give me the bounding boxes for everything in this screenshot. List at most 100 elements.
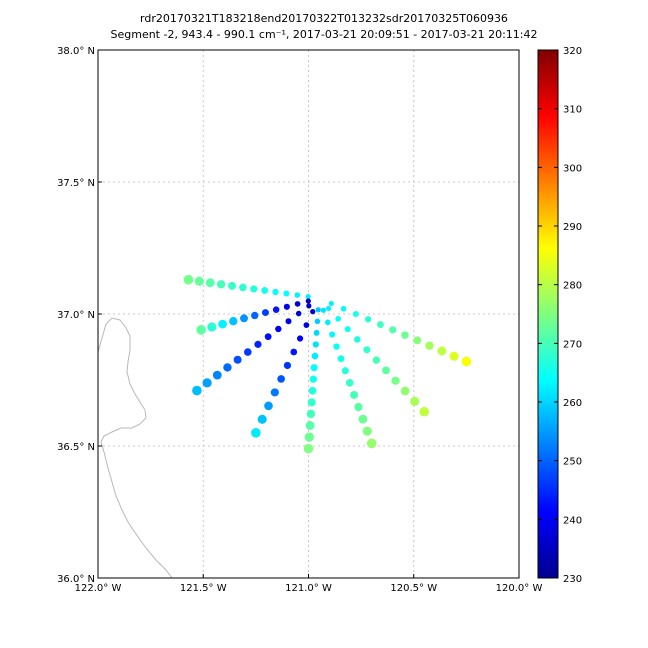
x-tick-label: 120.5° W [390,583,437,594]
chart-subtitle: Segment -2, 943.4 - 990.1 cm⁻¹, 2017-03-… [110,28,538,41]
x-tick-label: 121.0° W [285,583,332,594]
x-tick-label: 121.5° W [180,583,227,594]
colorbar-tick-label: 250 [563,457,582,468]
scatter-point [240,314,248,323]
y-tick-label: 37.5° N [57,178,95,189]
scatter-point [314,318,321,325]
scatter-point [250,285,258,293]
colorbar-tick-label: 280 [563,281,582,292]
scatter-point [340,305,347,312]
scatter-point [310,308,316,315]
scatter-point [270,388,279,397]
axis-ticks: 122.0° W 121.5° W 121.0° W 120.5° W 120.0° W… [57,46,542,594]
y-tick-label: 37.0° N [57,310,95,321]
scatter-point [283,361,292,370]
scatter-point [337,355,345,363]
scatter-point [419,406,430,417]
scatter-point [194,276,204,286]
colorbar-tick-label: 310 [563,105,582,116]
scatter-point [350,390,359,399]
scatter-point [212,370,222,380]
scatter-point [257,414,267,424]
scatter-point [310,364,318,372]
scatter-point [315,307,321,313]
scatter-point [335,315,341,322]
coastline-path [98,317,173,578]
scatter-point [333,343,340,350]
scatter-point [354,402,363,412]
scatter-point [290,348,298,356]
colorbar-tick-label: 300 [563,163,582,174]
scatter-point [295,310,302,317]
scatter-point [437,346,447,356]
scatter-point [192,385,202,396]
colorbar-tick-label: 240 [563,515,582,526]
scatter-point [305,421,315,430]
colorbar-ticks: 320 310 300 290 280 270 260 250 240 230 [538,46,582,585]
scatter-point [205,278,215,288]
scatter-point [313,329,320,336]
scatter-point [305,294,311,300]
scatter-point [261,287,269,294]
scatter-point [410,396,420,406]
scatter-point [303,443,314,454]
scatter-point [461,356,472,367]
scatter-point [275,325,282,333]
scatter-point [254,340,262,348]
colorbar-tick-label: 260 [563,398,582,409]
x-tick-label: 122.0° W [75,583,122,594]
scatter-point [344,326,351,333]
scatter-point [401,331,409,339]
scatter-point [449,351,459,361]
scatter-point [391,376,400,385]
scatter-point [366,438,377,449]
scatter-point [312,341,319,348]
scatter-point [305,298,311,304]
scatter-point [251,428,261,438]
scatter-point [218,319,227,329]
scatter-point [223,363,232,372]
colorbar-tick-label: 230 [563,574,582,585]
colorbar [537,49,559,579]
scatter-point [251,311,259,320]
scatter-point [324,319,331,326]
scatter-point [389,326,397,334]
scatter-point [261,309,269,317]
scatter-point [308,386,317,395]
scatter-point [285,318,292,325]
scatter-point [309,375,318,383]
scatter-point [377,321,384,328]
y-tick-label: 38.0° N [57,46,95,57]
scatter-point [320,307,327,313]
scatter-point [306,409,316,419]
colorbar-tick-label: 270 [563,339,582,350]
scatter-point [272,306,280,313]
scatter-point [239,283,247,292]
scatter-point [425,341,434,350]
y-tick-label: 36.5° N [57,442,95,453]
scatter-point [228,281,237,290]
scatter-point [272,288,279,296]
scatter-point [372,356,381,364]
scatter-point [358,414,368,424]
scatter-point [294,301,301,307]
scatter-point [341,367,349,375]
coastline [98,317,173,578]
scatter-point [283,290,290,297]
scatter-point [352,311,359,317]
colorbar-tick-label: 320 [563,46,582,57]
scatter-point [244,348,252,356]
scatter-point [264,401,273,411]
scatter-point [294,292,301,298]
scatter-point [325,305,332,312]
x-tick-label: 120.0° W [496,583,543,594]
scatter-point [364,316,372,323]
scatter-point [306,303,312,309]
scatter-point [196,325,206,335]
scatter-point [354,336,361,343]
chart-title: rdr20170321T183218end20170322T013232sdr2… [140,12,508,25]
scatter-point [283,303,290,310]
scatter-point [202,378,212,388]
scatter-point [328,300,334,307]
